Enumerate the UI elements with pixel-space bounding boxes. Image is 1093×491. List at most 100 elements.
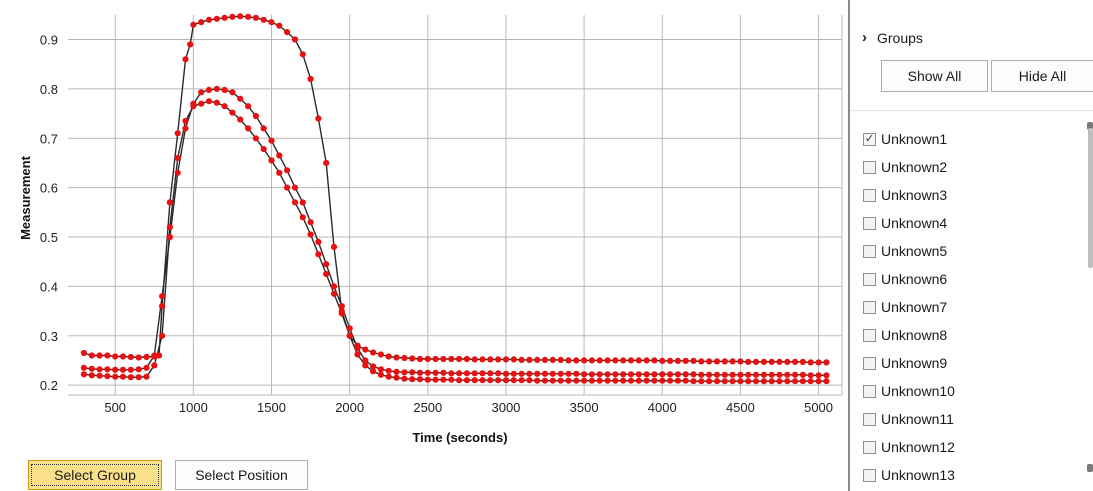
- chevron-right-icon: ›: [862, 29, 867, 46]
- data-point: [377, 371, 384, 378]
- checkbox[interactable]: [863, 160, 876, 174]
- data-point: [416, 376, 424, 383]
- group-item-label: Unknown10: [881, 383, 955, 399]
- group-list-item[interactable]: Unknown12: [863, 433, 955, 461]
- data-point: [573, 357, 580, 364]
- scroll-up-arrow[interactable]: [1087, 122, 1093, 130]
- data-point: [330, 243, 338, 250]
- data-point: [674, 371, 682, 378]
- data-point: [792, 378, 799, 385]
- data-point: [682, 357, 689, 364]
- group-list-item[interactable]: Unknown3: [863, 181, 955, 209]
- data-point: [737, 371, 744, 378]
- data-point: [667, 377, 674, 384]
- data-point: [229, 109, 236, 116]
- select-position-button[interactable]: Select Position: [175, 460, 308, 490]
- data-point: [182, 117, 189, 125]
- checkbox[interactable]: [863, 272, 876, 286]
- checkbox[interactable]: [863, 356, 876, 370]
- data-point: [330, 283, 338, 290]
- data-point: [588, 357, 596, 364]
- data-point: [573, 370, 580, 377]
- data-point: [291, 199, 299, 206]
- group-list-item[interactable]: Unknown4: [863, 209, 955, 237]
- data-point: [245, 13, 252, 20]
- data-point: [221, 86, 228, 93]
- show-all-button[interactable]: Show All: [881, 60, 988, 92]
- data-point: [424, 369, 431, 376]
- group-list-item[interactable]: Unknown7: [863, 293, 955, 321]
- data-point: [416, 369, 424, 376]
- data-point: [706, 378, 713, 385]
- chart-area: 500 1000 1500 2000 2500 3000 3500 4000 4500 5000 0…: [18, 13, 843, 490]
- data-point: [495, 377, 502, 384]
- data-point: [276, 152, 283, 159]
- tick-labels: 500 1000 1500 2000 2500 3000 3500 4000 4500 5000 0…: [40, 33, 833, 416]
- checkbox[interactable]: [863, 412, 876, 426]
- data-point: [174, 169, 181, 176]
- group-list-item[interactable]: Unknown11: [863, 405, 955, 433]
- group-list-item[interactable]: ✓ Unknown1: [863, 125, 955, 153]
- data-point: [752, 371, 760, 378]
- data-point: [377, 351, 384, 358]
- data-point: [643, 357, 650, 364]
- data-point: [252, 135, 259, 142]
- scroll-thumb[interactable]: [1088, 128, 1093, 268]
- data-point: [456, 377, 463, 384]
- data-point: [729, 371, 736, 378]
- select-group-button[interactable]: Select Group: [28, 460, 162, 490]
- data-point: [338, 303, 345, 310]
- checkbox[interactable]: [863, 244, 876, 258]
- data-point: [205, 98, 213, 105]
- data-point: [362, 346, 369, 353]
- checkbox[interactable]: [863, 300, 876, 314]
- checkbox[interactable]: [863, 440, 876, 454]
- group-list-item[interactable]: Unknown10: [863, 377, 955, 405]
- data-point: [706, 371, 713, 378]
- group-list-scrollbar[interactable]: [1086, 122, 1093, 480]
- data-point: [393, 374, 400, 381]
- group-list-item[interactable]: Unknown6: [863, 265, 955, 293]
- data-point: [651, 377, 658, 384]
- data-point: [502, 377, 510, 384]
- panel-divider[interactable]: [848, 0, 850, 491]
- checkbox[interactable]: [863, 468, 876, 482]
- data-point: [268, 157, 275, 164]
- data-point: [612, 371, 619, 378]
- data-point: [674, 357, 682, 364]
- data-point: [151, 352, 158, 359]
- checkbox[interactable]: [863, 384, 876, 398]
- data-point: [198, 19, 205, 26]
- groups-expander[interactable]: › Groups: [862, 29, 923, 46]
- group-list-item[interactable]: Unknown13: [863, 461, 955, 489]
- hide-all-button[interactable]: Hide All: [991, 60, 1093, 92]
- data-point: [518, 377, 525, 384]
- group-list-item[interactable]: Unknown5: [863, 237, 955, 265]
- data-point: [698, 378, 705, 385]
- scroll-down-arrow[interactable]: [1087, 464, 1093, 472]
- data-point: [557, 377, 564, 384]
- group-list: ✓ Unknown1 Unknown2 Unknown3 Unknown4 Unknown…: [863, 125, 955, 489]
- data-point: [370, 363, 377, 370]
- data-point: [385, 367, 392, 374]
- data-point: [729, 358, 736, 365]
- checkbox[interactable]: [863, 188, 876, 202]
- x-axis-label: Time (seconds): [412, 430, 507, 445]
- data-point: [354, 351, 361, 358]
- data-point: [792, 371, 799, 378]
- checkbox-checked[interactable]: ✓: [863, 132, 876, 146]
- data-point: [479, 377, 486, 384]
- group-list-item[interactable]: Unknown9: [863, 349, 955, 377]
- series-lines: [83, 15, 827, 382]
- checkbox[interactable]: [863, 216, 876, 230]
- data-point: [299, 51, 306, 58]
- checkbox[interactable]: [863, 328, 876, 342]
- data-point: [745, 371, 752, 378]
- data-point: [690, 378, 697, 385]
- group-list-item[interactable]: Unknown8: [863, 321, 955, 349]
- data-point: [682, 371, 689, 378]
- data-point: [155, 352, 163, 359]
- group-list-item[interactable]: Unknown2: [863, 153, 955, 181]
- data-point: [596, 371, 603, 378]
- grid: [68, 15, 843, 396]
